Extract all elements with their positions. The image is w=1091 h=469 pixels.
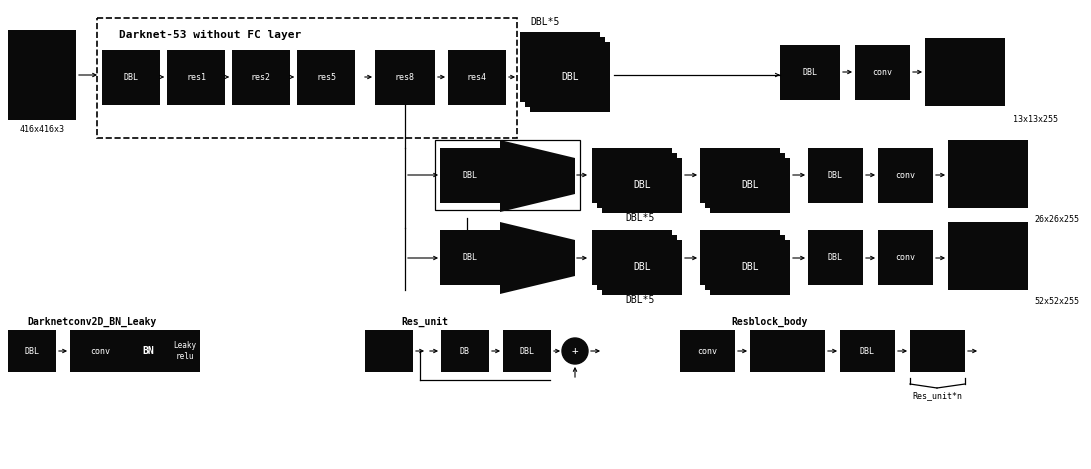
Text: DBL: DBL [463,253,478,262]
Text: DBL*5: DBL*5 [625,213,655,223]
Text: +: + [572,346,578,356]
Bar [948,140,1028,208]
Text: Darknetconv2D_BN_Leaky: Darknetconv2D_BN_Leaky [27,317,157,327]
Bar [365,330,413,372]
Text: Resblock_body: Resblock_body [732,317,808,327]
Bar [878,230,933,285]
Bar [592,230,672,285]
Bar [97,18,517,138]
Bar [520,32,600,102]
Text: Darknet-53 without FC layer: Darknet-53 without FC layer [119,30,301,40]
Text: conv: conv [873,68,892,77]
Circle shape [562,338,588,364]
Text: DBL: DBL [828,253,843,262]
Bar [597,153,678,208]
Text: res8: res8 [395,73,415,82]
Text: DBL*5: DBL*5 [530,17,560,27]
Text: DBL: DBL [561,72,579,82]
Text: Res_unit: Res_unit [401,317,448,327]
Text: 13x13x255: 13x13x255 [1012,115,1057,124]
Text: DBL: DBL [803,68,817,77]
Bar [705,235,786,290]
Text: BN: BN [142,346,154,356]
Polygon shape [500,140,575,212]
Text: res2: res2 [251,73,271,82]
Bar [700,230,780,285]
Text: conv: conv [697,347,718,356]
Bar [530,42,610,112]
Bar [8,30,76,120]
Text: DBL: DBL [741,181,759,190]
Bar [705,153,786,208]
Bar [503,330,551,372]
Bar [70,330,200,372]
Text: 26x26x255: 26x26x255 [1034,215,1079,225]
Text: conv: conv [896,253,915,262]
Bar [750,330,825,372]
Bar [700,148,780,203]
Bar [878,148,933,203]
Text: Leaky
relu: Leaky relu [173,341,196,361]
Text: DBL: DBL [741,263,759,272]
Text: DBL: DBL [24,347,39,356]
Bar [855,45,910,100]
Bar [435,140,580,210]
Bar [808,230,863,285]
Text: DBL: DBL [519,347,535,356]
Text: DBL: DBL [828,171,843,180]
Bar [8,330,56,372]
Text: DBL: DBL [123,73,139,82]
Bar [525,37,606,107]
Bar [840,330,895,372]
Bar [101,50,160,105]
Text: res1: res1 [185,73,206,82]
Text: DBL*5: DBL*5 [625,295,655,305]
Bar [602,158,682,213]
Bar [808,148,863,203]
Text: DBL: DBL [633,263,651,272]
Text: DBL: DBL [463,171,478,180]
Bar [441,330,489,372]
Polygon shape [500,222,575,294]
Text: res4: res4 [467,73,487,82]
Bar [910,330,966,372]
Bar [680,330,735,372]
Text: 52x52x255: 52x52x255 [1034,297,1079,307]
Bar [375,50,435,105]
Bar [710,240,790,295]
Bar [440,230,500,285]
Text: DBL: DBL [633,181,651,190]
Bar [925,38,1005,106]
Text: res5: res5 [316,73,336,82]
Bar [602,240,682,295]
Bar [597,235,678,290]
Bar [232,50,290,105]
Text: Res_unit*n: Res_unit*n [912,392,962,401]
Text: conv: conv [896,171,915,180]
Bar [167,50,225,105]
Bar [448,50,506,105]
Bar [297,50,355,105]
Text: DBL: DBL [860,347,875,356]
Bar [780,45,840,100]
Text: conv: conv [89,347,110,356]
Bar [592,148,672,203]
Bar [948,222,1028,290]
Bar [440,148,500,203]
Text: 416x416x3: 416x416x3 [20,126,64,135]
Bar [710,158,790,213]
Text: DB: DB [460,347,470,356]
